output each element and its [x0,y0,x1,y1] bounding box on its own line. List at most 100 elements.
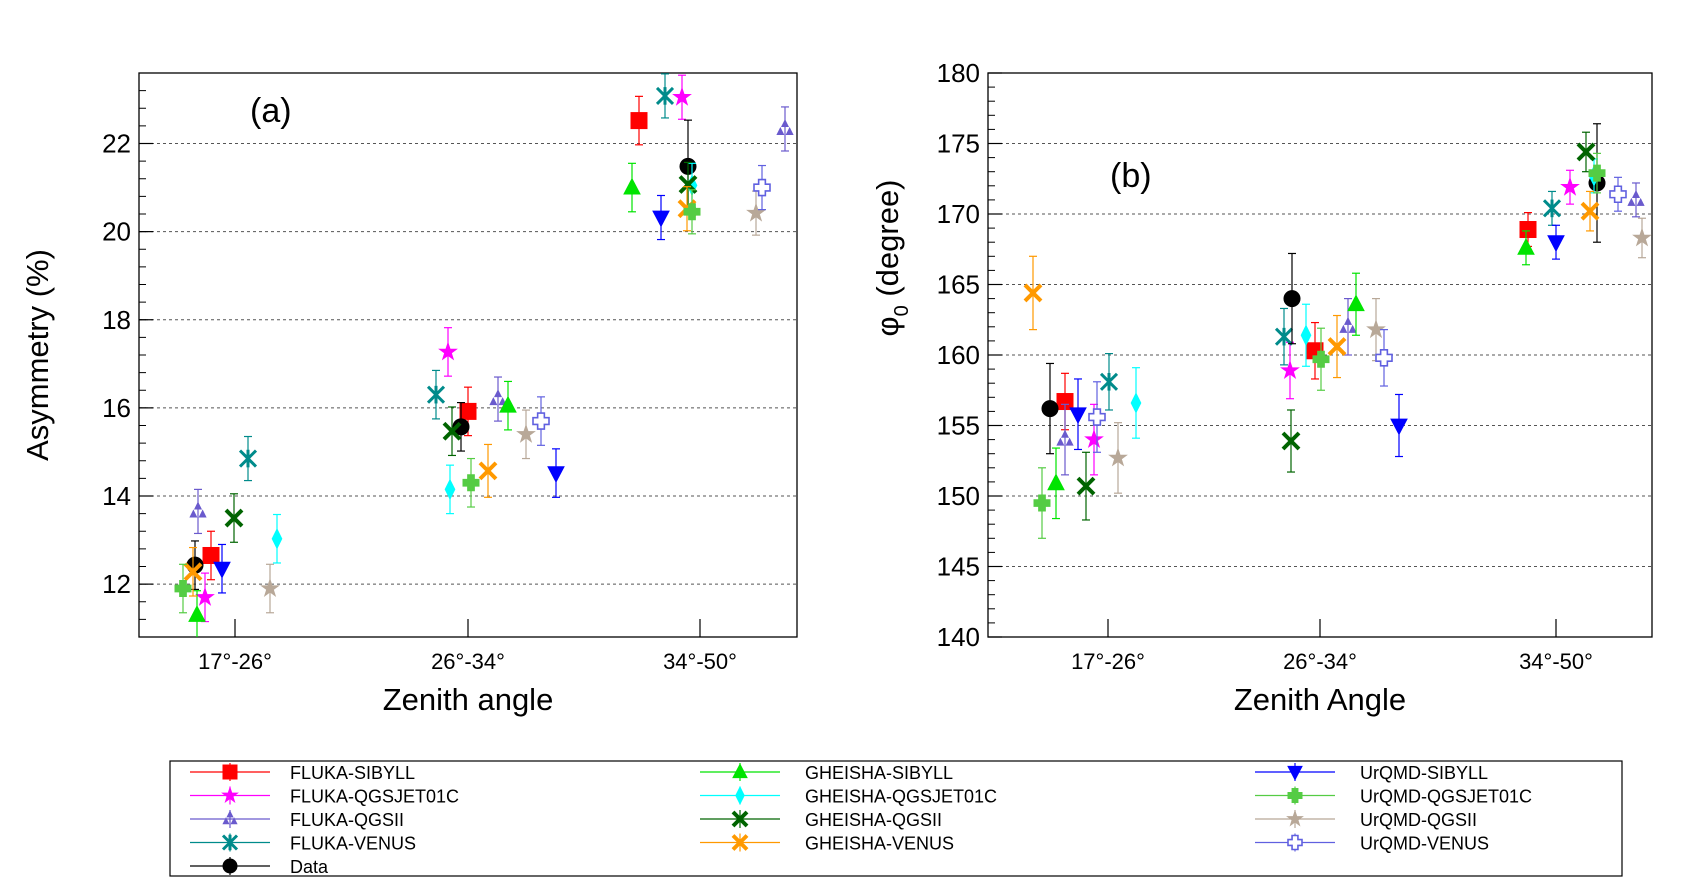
legend-marker [222,764,238,780]
urqmd-venus-point [1375,349,1393,367]
y-tick-label: 155 [937,411,980,441]
legend-items: FLUKA-SIBYLL FLUKA-QGSJET01C FLUKA-QGSII FL… [190,763,1532,877]
urqmd-sibyll-point [1390,418,1408,436]
y-tick-label: 175 [937,129,980,159]
legend-entry-fluka-venus: FLUKA-VENUS [190,833,416,854]
legend-marker [735,785,745,806]
urqmd-qgsii-point [1632,227,1652,247]
urqmd-qgsii-point [516,423,536,443]
legend-marker [1286,809,1304,827]
gheisha-qgsii-point [1576,142,1596,162]
legend-entry-fluka-qgsii: FLUKA-QGSII [190,810,404,830]
urqmd-qgsii-point [1366,319,1386,339]
urqmd-qgsii-point [260,578,280,598]
fluka-qgsii-point [1339,316,1357,333]
gheisha-qgsjet01c-point [1130,392,1142,414]
gheisha-venus-point [1580,201,1600,221]
x-category-label: 26°-34° [431,649,505,674]
legend-marker [1287,765,1303,781]
panel-b-markers [1023,123,1652,539]
legend-entry-gheisha-qgsjet01c: GHEISHA-QGSJET01C [700,785,997,807]
gheisha-sibyll-point [499,395,517,413]
legend-entry-gheisha-qgsii: GHEISHA-QGSII [700,810,942,830]
y-tick-label: 170 [937,199,980,229]
y-tick-label: 150 [937,481,980,511]
legend-entry-fluka-qgsjet01c: FLUKA-QGSJET01C [190,786,459,807]
y-tick-label: 16 [102,393,131,423]
fluka-qgsjet01c-point [1280,360,1300,380]
panel-b-y-title-symbol: φ [870,316,905,336]
gheisha-sibyll-point [623,177,641,195]
y-tick-label: 22 [102,129,131,159]
panel-a-label: (a) [250,92,292,130]
panel-b-label: (b) [1110,157,1152,195]
fluka-sibyll-point [459,402,477,420]
fluka-sibyll-point [630,112,648,130]
fluka-qgsii-point [1627,189,1645,206]
data-point [1283,290,1301,308]
gheisha-qgsii-point [224,508,244,528]
legend-label: UrQMD-SIBYLL [1360,763,1488,783]
fluka-qgsjet01c-point [1084,429,1104,449]
fluka-qgsjet01c-point [195,586,215,606]
panel-b-y-title-unit: (degree) [870,179,905,305]
legend-marker [221,834,239,851]
gheisha-qgsjet01c-point [271,528,283,550]
legend-marker [221,786,239,804]
legend-entry-urqmd-sibyll: UrQMD-SIBYLL [1255,763,1488,783]
legend-frame [169,760,1623,877]
fluka-qgsjet01c-point [438,341,458,361]
gheisha-venus-point [1327,337,1347,356]
legend-entry-urqmd-qgsjet01c: UrQMD-QGSJET01C [1255,786,1532,807]
urqmd-sibyll-point [1069,407,1087,425]
urqmd-sibyll-point [213,561,231,579]
panel-b-y-ticks: 140 145 150 155 160 165 170 175 180 [937,58,1002,652]
y-tick-label: 165 [937,270,980,300]
fluka-venus-point [1274,327,1294,346]
panel-b-x-categories: 17°-26° 26°-34° 34°-50° [1071,619,1593,674]
gheisha-sibyll-point [1347,294,1365,312]
data-point [452,418,470,436]
y-tick-label: 145 [937,552,980,582]
legend-label: Data [290,857,329,877]
fluka-qgsii-point [776,119,794,135]
legend-entry-urqmd-qgsii: UrQMD-QGSII [1255,809,1477,830]
panel-a-y-title: Asymmetry (%) [20,249,55,461]
gheisha-qgsii-point [1281,431,1301,451]
legend-label: GHEISHA-VENUS [805,834,954,854]
fluka-venus-point [1542,199,1562,218]
y-tick-label: 160 [937,340,980,370]
gheisha-venus-point [1023,283,1043,303]
legend-entry-gheisha-sibyll: GHEISHA-SIBYLL [700,763,953,783]
legend-label: GHEISHA-SIBYLL [805,763,953,783]
y-tick-label: 12 [102,569,131,599]
panel-b-y-title: φ0 (degree) [870,179,913,336]
fluka-qgsii-point [1056,429,1074,446]
legend-entry-data: Data [190,857,329,877]
fluka-venus-point [655,86,675,105]
gheisha-sibyll-point [1517,237,1535,255]
legend-label: UrQMD-VENUS [1360,834,1489,854]
panel-a-gridlines [139,142,797,585]
y-tick-label: 140 [937,622,980,652]
legend-marker [222,810,238,825]
legend-marker [1287,788,1303,803]
legend-label: GHEISHA-QGSJET01C [805,787,997,807]
legend-entry-fluka-sibyll: FLUKA-SIBYLL [190,763,415,783]
urqmd-venus-point [1088,408,1106,426]
gheisha-qgsii-point [1076,476,1096,496]
panel-a-x-title: Zenith angle [383,682,554,717]
legend-marker [731,810,749,828]
urqmd-qgsii-point [746,202,766,222]
panel-a-markers [174,73,794,637]
panel-b-y-title-subscript: 0 [891,305,913,316]
fluka-venus-point [426,385,446,404]
y-tick-label: 180 [937,58,980,88]
gheisha-venus-point [478,461,498,481]
legend-marker [1287,834,1303,851]
urqmd-venus-point [753,178,771,197]
urqmd-sibyll-point [652,210,670,228]
urqmd-qgsjet01c-point [683,203,701,221]
gheisha-qgsjet01c-point [1300,324,1312,346]
